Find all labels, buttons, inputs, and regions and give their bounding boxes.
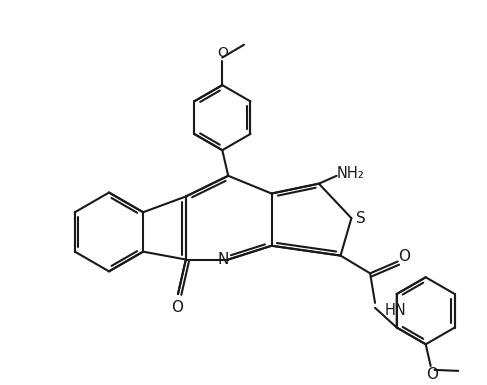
Text: S: S bbox=[356, 211, 366, 226]
Text: O: O bbox=[171, 300, 183, 315]
Text: O: O bbox=[426, 367, 438, 382]
Text: N: N bbox=[218, 252, 229, 267]
Text: HN: HN bbox=[385, 303, 407, 318]
Text: O: O bbox=[217, 46, 228, 60]
Text: O: O bbox=[398, 249, 411, 264]
Text: NH₂: NH₂ bbox=[337, 166, 364, 181]
